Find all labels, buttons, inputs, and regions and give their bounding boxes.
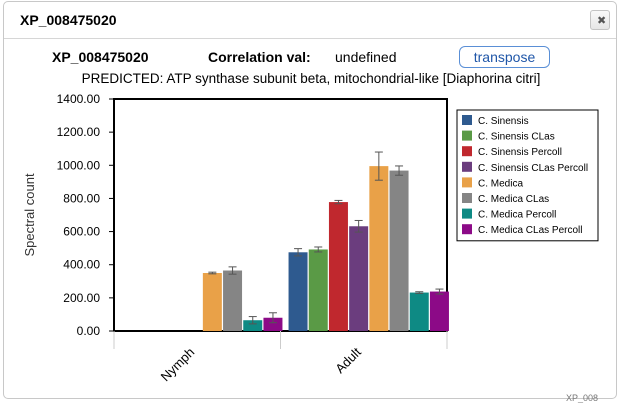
x-category-label: Adult (332, 344, 364, 376)
y-tick-label: 1400.00 (57, 92, 101, 106)
bar-chart: 0.00 200.00 400.00 600.00 800.00 1000.00 1200.… (22, 92, 599, 385)
legend-swatch (462, 208, 472, 219)
legend-entry: C. Medica CLas Percoll (478, 225, 582, 236)
y-tick-label: 400.00 (63, 258, 100, 272)
y-tick-label: 600.00 (63, 225, 100, 239)
dialog-title: XP_008475020 (20, 12, 117, 28)
y-tick-label: 1000.00 (57, 158, 101, 172)
legend-entry: C. Medica (478, 178, 523, 189)
transpose-button[interactable]: transpose (459, 46, 550, 68)
legend-swatch (462, 115, 472, 125)
legend-entry: C. Medica CLas (478, 194, 549, 205)
overlapping-label: XP_008 (566, 393, 599, 403)
y-tick-label: 800.00 (63, 191, 100, 205)
close-icon[interactable]: ✖ (590, 10, 610, 30)
y-tick-label: 1200.00 (57, 125, 101, 139)
bar (288, 252, 308, 331)
chart-header: XP_008475020 Correlation val: undefined … (4, 46, 618, 70)
y-tick-label: 0.00 (77, 324, 101, 338)
bar (243, 320, 263, 331)
legend-entry: C. Sinensis Percoll (478, 147, 562, 158)
dialog-titlebar: XP_008475020 ✖ (4, 2, 616, 39)
legend-entry: C. Sinensis (478, 116, 529, 127)
legend-swatch (462, 224, 472, 235)
bar (369, 166, 389, 331)
legend-box (456, 109, 599, 242)
y-axis-label: Spectral count (22, 173, 37, 256)
correlation-label: Correlation val: (208, 49, 311, 65)
bar (308, 249, 328, 331)
accession-label: XP_008475020 (52, 49, 149, 65)
chart-subtitle: PREDICTED: ATP synthase subunit beta, mi… (81, 71, 541, 86)
legend-swatch (462, 146, 472, 157)
bar (223, 270, 243, 331)
bar (328, 202, 348, 331)
bar (202, 273, 222, 331)
bar (409, 292, 429, 331)
bar (389, 170, 409, 331)
y-tick-label: 200.00 (63, 291, 100, 305)
correlation-value: undefined (335, 49, 397, 65)
x-category-label: Nymph (158, 345, 198, 385)
bar (349, 226, 369, 331)
legend-swatch (462, 130, 472, 141)
bar (429, 291, 449, 331)
legend-swatch (462, 193, 472, 203)
legend-entry: C. Sinensis CLas (478, 132, 555, 143)
legend-entry: C. Sinensis CLas Percoll (478, 163, 588, 174)
bar (263, 317, 283, 331)
chart-dialog: XP_008475020 ✖ XP_008475020 Correlation … (3, 1, 617, 399)
legend-swatch (462, 177, 472, 188)
legend-swatch (462, 161, 472, 172)
legend-entry: C. Medica Percoll (478, 210, 556, 221)
